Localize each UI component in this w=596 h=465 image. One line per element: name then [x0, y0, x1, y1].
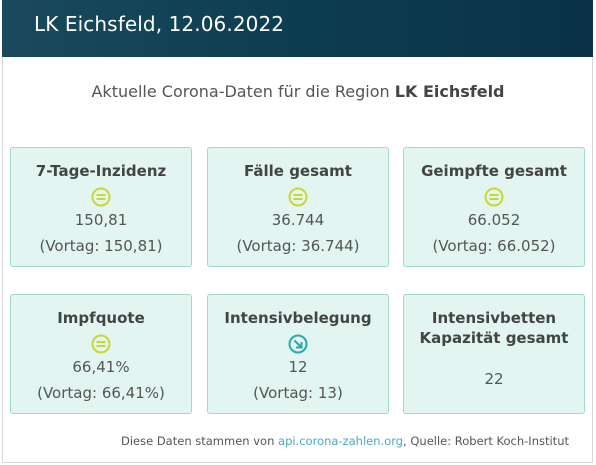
card-title: Impfquote	[57, 309, 145, 327]
card-previous-value: (Vortag: 66.052)	[432, 237, 556, 255]
card-previous-value: (Vortag: 150,81)	[39, 237, 163, 255]
card-title: Intensivbelegung	[224, 309, 372, 327]
intro-region: LK Eichsfeld	[394, 82, 505, 101]
footer-prefix: Diese Daten stammen von	[120, 434, 275, 448]
header-bar: LK Eichsfeld, 12.06.2022	[2, 0, 593, 57]
card-value: 36.744	[271, 211, 325, 229]
header-title: LK Eichsfeld, 12.06.2022	[34, 12, 285, 36]
card-value: 150,81	[74, 211, 128, 229]
equal-trend-icon	[91, 187, 111, 207]
equal-trend-icon	[91, 334, 111, 354]
card-title: Intensivbetten Kapazität gesamt	[419, 309, 569, 347]
equal-trend-icon	[288, 187, 308, 207]
intro-prefix: Aktuelle Corona-Daten für die Region	[91, 82, 390, 101]
card-icu-occupancy: Intensivbelegung 12 (Vortag: 13)	[207, 294, 389, 414]
card-previous-value: (Vortag: 13)	[253, 384, 343, 402]
card-title: Fälle gesamt	[244, 162, 352, 180]
intro-text: Aktuelle Corona-Daten für die Region LK …	[0, 82, 596, 101]
card-previous-value: (Vortag: 36.744)	[236, 237, 360, 255]
equal-trend-icon	[484, 187, 504, 207]
card-value: 22	[484, 370, 504, 388]
api-source-link[interactable]: api.corona-zahlen.org	[278, 434, 404, 448]
card-value: 66.052	[467, 211, 521, 229]
decrease-trend-icon	[288, 334, 308, 354]
card-icu-capacity: Intensivbetten Kapazität gesamt 22	[403, 294, 585, 414]
card-previous-value: (Vortag: 66,41%)	[37, 384, 165, 402]
card-cases-total: Fälle gesamt 36.744 (Vortag: 36.744)	[207, 147, 389, 267]
card-vaccination-rate: Impfquote 66,41% (Vortag: 66,41%)	[10, 294, 192, 414]
card-incidence: 7-Tage-Inzidenz 150,81 (Vortag: 150,81)	[10, 147, 192, 267]
footer-suffix: , Quelle: Robert Koch-Institut	[403, 434, 569, 448]
source-footer: Diese Daten stammen von api.corona-zahle…	[121, 434, 569, 448]
card-value: 12	[288, 358, 308, 376]
card-title: Geimpfte gesamt	[421, 162, 567, 180]
card-title: 7-Tage-Inzidenz	[35, 162, 167, 180]
card-vaccinated-total: Geimpfte gesamt 66.052 (Vortag: 66.052)	[403, 147, 585, 267]
card-value: 66,41%	[72, 358, 130, 376]
